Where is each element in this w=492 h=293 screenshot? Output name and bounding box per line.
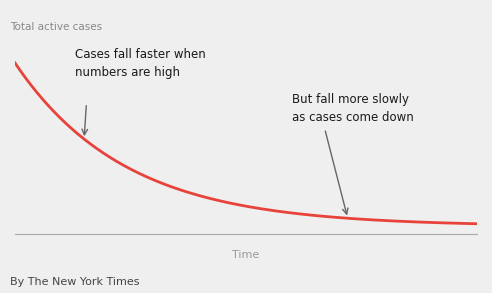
Text: But fall more slowly
as cases come down: But fall more slowly as cases come down bbox=[292, 93, 414, 124]
Text: By The New York Times: By The New York Times bbox=[10, 277, 139, 287]
Text: Total active cases: Total active cases bbox=[10, 22, 102, 33]
Text: Cases fall faster when
numbers are high: Cases fall faster when numbers are high bbox=[75, 48, 206, 79]
Text: Time: Time bbox=[232, 250, 260, 260]
